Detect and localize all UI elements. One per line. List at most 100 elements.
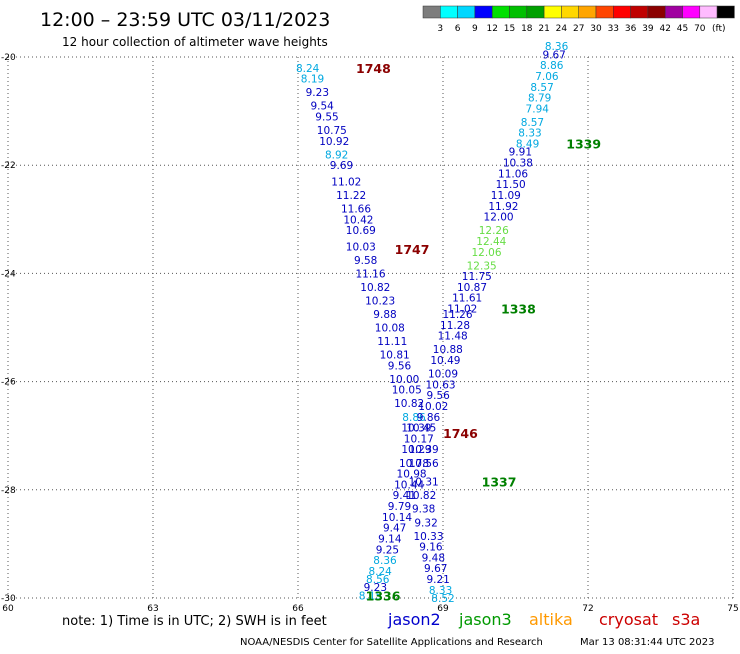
scale-label: 42 (659, 24, 670, 34)
wave-height-point: 10.69 (346, 225, 376, 237)
wave-height-point: 9.41 (393, 490, 416, 502)
scale-label: 12 (486, 24, 497, 34)
y-tick-label: -28 (1, 486, 16, 496)
pass-1339: 8.498.338.577.948.798.577.068.869.678.36… (516, 41, 601, 151)
wave-height-point: 11.61 (452, 293, 482, 305)
wave-height-point: 9.67 (542, 49, 565, 61)
wave-height-point: 9.54 (310, 101, 334, 113)
satellite-altika: altika (529, 610, 573, 629)
wave-height-point: 11.92 (488, 201, 518, 213)
wave-height-point: 8.86 (402, 412, 426, 424)
wave-height-point: 10.39 (401, 423, 431, 435)
wave-height-point: 9.23 (306, 87, 329, 99)
satellite-jason3: jason3 (458, 610, 512, 629)
footer-note: note: 1) Time is in UTC; 2) SWH is in fe… (62, 614, 327, 629)
wave-height-point: 11.02 (447, 304, 477, 316)
wave-height-point: 10.45 (406, 423, 436, 435)
wave-height-point: 10.82 (394, 398, 424, 410)
scale-color-swatch (613, 5, 631, 19)
y-tick-label: -22 (1, 161, 16, 171)
wave-height-point: 10.98 (397, 469, 427, 481)
x-tick-label: 75 (727, 604, 738, 614)
scale-color-swatch (457, 5, 476, 19)
wave-height-point: 10.03 (346, 241, 376, 253)
scale-color-swatch (699, 5, 718, 19)
scale-label: 45 (677, 24, 688, 34)
wave-height-point: 12.44 (476, 236, 506, 248)
y-tick-label: -24 (1, 269, 16, 279)
wave-height-point: 10.14 (382, 512, 412, 524)
wave-height-point: 10.81 (380, 350, 410, 362)
wave-height-point: 12.35 (467, 260, 497, 272)
wave-height-point: 8.36 (545, 41, 569, 53)
wave-height-point: 11.16 (355, 268, 385, 280)
wave-height-point: 12.26 (479, 225, 509, 237)
wave-height-point: 10.92 (319, 136, 349, 148)
x-tick-label: 63 (147, 604, 158, 614)
wave-height-point: 11.22 (336, 190, 366, 202)
satellite-jason2: jason2 (387, 610, 441, 629)
wave-height-point: 9.56 (426, 390, 450, 402)
pass-1338: 11.0211.6110.8711.7512.3512.0612.4412.26… (447, 147, 535, 317)
wave-height-point: 10.08 (375, 323, 405, 335)
pass-1337: 10.3110.5610.3910.459.8610.029.5610.6310… (406, 309, 516, 490)
wave-height-point: 9.79 (388, 501, 411, 513)
wave-height-point: 11.02 (331, 176, 361, 188)
wave-height-point: 9.86 (417, 412, 441, 424)
wave-height-point: 10.49 (430, 355, 460, 367)
wave-height-point: 8.33 (518, 128, 541, 140)
wave-height-point: 10.00 (389, 374, 419, 386)
wave-height-point: 10.17 (404, 433, 434, 445)
wave-height-point: 9.91 (509, 147, 532, 159)
wave-height-point: 10.82 (406, 490, 436, 502)
scale-label: 6 (455, 24, 461, 34)
wave-height-point: 10.87 (457, 282, 487, 294)
scale-label: 18 (521, 24, 533, 34)
wave-height-point: 9.16 (419, 542, 443, 554)
wave-height-point: 8.92 (325, 149, 348, 161)
wave-height-point: 11.28 (440, 320, 470, 332)
satellite-legend: jason2 jason3 altika cryosat s3a (387, 610, 700, 629)
pass-label: 1748 (356, 61, 391, 76)
pass-label: 1746 (443, 426, 478, 441)
satellite-cryosat: cryosat (599, 610, 658, 629)
wave-height-point: 9.14 (378, 533, 402, 545)
wave-height-point: 8.79 (528, 93, 551, 105)
wave-height-point: 10.23 (365, 295, 395, 307)
wave-height-point: 11.11 (377, 336, 407, 348)
wave-height-point: 7.06 (535, 71, 559, 83)
wave-height-point: 7.94 (526, 103, 550, 115)
wave-height-point: 8.57 (521, 117, 544, 129)
pass-1747: 10.039.5811.1610.8210.239.8810.0811.1110… (346, 241, 430, 423)
wave-height-point: 10.02 (418, 401, 448, 413)
wave-height-point: 8.24 (296, 63, 320, 75)
wave-height-point: 11.48 (438, 331, 468, 343)
wave-height-point: 10.31 (409, 477, 439, 489)
y-tick-label: -26 (1, 378, 16, 388)
wave-height-point: 9.55 (315, 112, 338, 124)
wave-height-point: 8.57 (530, 82, 553, 94)
scale-label: 9 (472, 24, 478, 34)
wave-height-point: 8.52 (431, 593, 454, 605)
scale-color-swatch (474, 5, 493, 19)
wave-height-point: 11.26 (442, 309, 472, 321)
scale-label: 27 (573, 24, 584, 34)
wave-height-point: 10.63 (426, 379, 456, 391)
wave-height-point: 10.38 (503, 157, 533, 169)
scale-label: 39 (642, 24, 654, 34)
wave-height-point: 8.33 (429, 585, 452, 597)
scale-label: 33 (608, 24, 619, 34)
wave-height-point: 11.66 (341, 203, 371, 215)
scale-color-swatch (543, 5, 562, 19)
wave-height-point: 9.25 (376, 544, 399, 556)
scale-color-swatch (422, 5, 441, 19)
wave-height-point: 9.23 (364, 582, 387, 594)
scale-label: 21 (538, 24, 549, 34)
scale-color-swatch (526, 5, 545, 19)
wave-height-point: 10.88 (433, 344, 463, 356)
wave-height-point: 9.48 (422, 552, 445, 564)
scale-color-swatch (595, 5, 614, 19)
scale-color-swatch (509, 5, 528, 19)
